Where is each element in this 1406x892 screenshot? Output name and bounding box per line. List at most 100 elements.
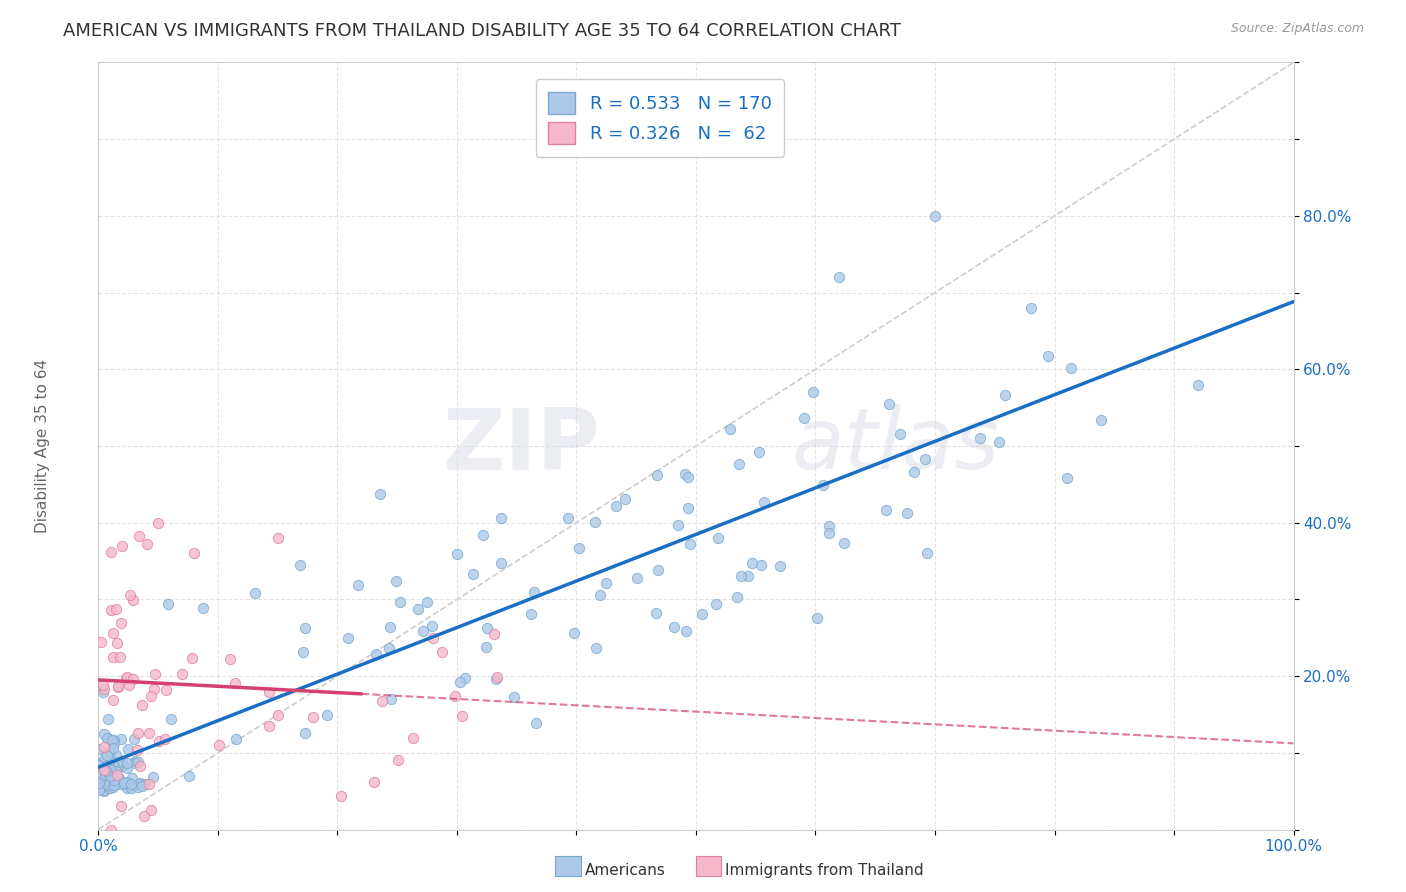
Point xyxy=(267,708,290,723)
Point xyxy=(557,511,579,525)
Point xyxy=(89,769,111,783)
Point xyxy=(817,525,839,540)
Point xyxy=(96,731,118,745)
Point xyxy=(107,679,129,693)
Point xyxy=(422,631,444,645)
Point xyxy=(110,732,132,747)
Point xyxy=(673,467,696,482)
Point xyxy=(449,675,471,690)
Point xyxy=(267,531,290,545)
Point xyxy=(520,607,543,621)
Point xyxy=(645,467,668,482)
Point xyxy=(103,650,125,665)
Point xyxy=(90,635,112,649)
Point xyxy=(115,671,138,685)
Point xyxy=(727,457,749,471)
Point xyxy=(111,539,134,553)
Point xyxy=(142,771,165,785)
Point xyxy=(100,545,122,559)
Point xyxy=(97,764,120,778)
Point xyxy=(110,777,132,791)
Point xyxy=(406,602,429,616)
Point xyxy=(737,569,759,583)
Point xyxy=(613,492,636,507)
Point xyxy=(98,780,121,795)
Point xyxy=(718,422,741,436)
Point xyxy=(131,698,153,713)
Point xyxy=(647,562,669,576)
Point xyxy=(127,755,149,769)
Point xyxy=(93,726,115,740)
Point xyxy=(87,742,110,756)
Point xyxy=(567,541,589,555)
Point xyxy=(707,532,730,546)
Point xyxy=(769,559,792,574)
Point xyxy=(96,748,118,763)
Point xyxy=(100,603,122,617)
Point xyxy=(288,558,311,572)
Point xyxy=(1019,301,1042,315)
Point xyxy=(127,726,149,740)
Point xyxy=(98,769,121,783)
Point xyxy=(489,511,512,525)
Point xyxy=(148,734,170,748)
Point xyxy=(416,595,439,609)
Point xyxy=(523,585,546,599)
Point xyxy=(131,780,153,794)
Point xyxy=(105,775,128,789)
Point xyxy=(146,516,169,531)
Point xyxy=(605,499,627,513)
Point xyxy=(315,708,337,723)
Text: Americans: Americans xyxy=(585,863,666,878)
Point xyxy=(111,754,134,768)
Point xyxy=(218,652,240,666)
Point xyxy=(454,671,477,685)
Point xyxy=(98,744,121,758)
Point xyxy=(108,771,131,785)
Point xyxy=(115,774,138,789)
Point xyxy=(134,777,156,791)
Point xyxy=(259,719,281,733)
Point xyxy=(754,494,776,508)
Point xyxy=(475,640,498,655)
Point xyxy=(120,588,142,602)
Point xyxy=(485,673,508,687)
Point xyxy=(662,620,685,634)
Point xyxy=(828,270,851,285)
Point xyxy=(994,388,1017,402)
Point xyxy=(142,682,165,697)
Point xyxy=(89,780,111,795)
Point xyxy=(129,758,152,772)
Point xyxy=(136,537,159,551)
Point xyxy=(93,740,115,755)
Point xyxy=(676,470,699,484)
Point xyxy=(115,780,138,795)
Point xyxy=(180,651,202,665)
Point xyxy=(463,566,485,581)
Point xyxy=(363,775,385,789)
Point xyxy=(243,585,266,599)
Point xyxy=(117,741,139,756)
Point xyxy=(811,477,834,491)
Point xyxy=(301,709,323,723)
Point xyxy=(98,759,121,773)
Point xyxy=(127,780,149,795)
Point xyxy=(96,777,118,791)
Point xyxy=(675,624,697,638)
Point xyxy=(101,741,124,756)
Point xyxy=(224,676,246,690)
Point xyxy=(378,640,401,655)
Text: AMERICAN VS IMMIGRANTS FROM THAILAND DISABILITY AGE 35 TO 64 CORRELATION CHART: AMERICAN VS IMMIGRANTS FROM THAILAND DIS… xyxy=(63,22,901,40)
Point xyxy=(87,758,110,772)
Point xyxy=(157,598,180,612)
Point xyxy=(103,778,125,792)
Point xyxy=(430,645,453,659)
Point xyxy=(93,783,115,797)
Point xyxy=(1187,377,1209,392)
Point xyxy=(679,537,702,551)
Point xyxy=(329,789,352,804)
Point xyxy=(112,776,135,790)
Point xyxy=(103,626,125,640)
Point xyxy=(90,756,112,770)
Point xyxy=(879,397,901,411)
